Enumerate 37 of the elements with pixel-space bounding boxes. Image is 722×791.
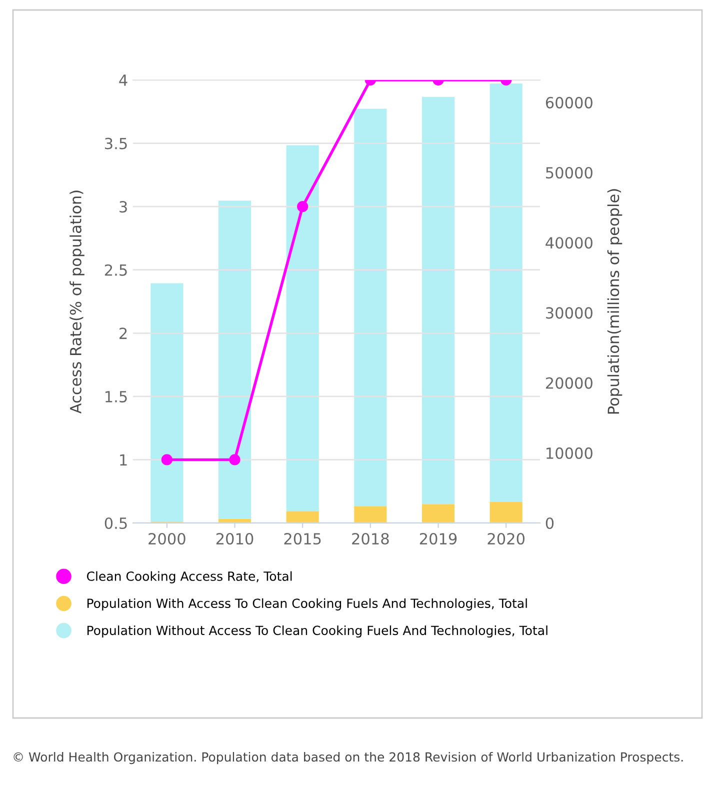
y2-axis-title: Population(millions of people)	[607, 189, 622, 414]
bar	[490, 502, 522, 523]
y-tick-label: 2	[120, 328, 127, 339]
bar	[150, 283, 184, 522]
y-axis-title: Access Rate(% of population)	[70, 190, 84, 414]
x-tick-label: 2018	[352, 532, 389, 545]
y2-tick-label: 50000	[546, 166, 592, 179]
bar	[422, 96, 455, 504]
text: © World Health Organization. Population data based on the 2018 Revision of World Urbanization Prospects.	[14, 752, 683, 764]
y2-tick-label: 60000	[546, 96, 592, 108]
x-tick-label: 2015	[284, 532, 321, 545]
bar	[218, 200, 252, 519]
y2-tick-label: 40000	[546, 237, 592, 249]
y2-tick-label: 10000	[546, 447, 592, 459]
y-tick-label: 3	[120, 201, 127, 213]
bar	[286, 511, 319, 523]
bar	[286, 145, 319, 512]
y-tick-label: 4	[119, 74, 128, 86]
bar	[354, 108, 387, 506]
x-tick-label: 2020	[488, 532, 525, 545]
y-tick-label: 3.5	[105, 138, 127, 150]
legend-label: Population With Access To Clean Cooking Fuels And Technologies, Total	[87, 598, 527, 610]
y-tick-label: 1	[120, 454, 127, 466]
x-tick-label: 2010	[216, 532, 254, 545]
x-tick-label: 2019	[420, 532, 457, 545]
y-tick-label: 1.5	[106, 391, 127, 402]
legend-label: Population Without Access To Clean Cooking Fuels And Technologies, Total	[87, 625, 548, 638]
bar	[490, 84, 522, 502]
bar	[422, 504, 455, 523]
y-tick-label: 2.5	[104, 264, 127, 276]
x-tick-label: 2000	[148, 532, 186, 545]
legend-label: Clean Cooking Access Rate, Total	[86, 571, 292, 584]
y2-tick-label: 0	[546, 517, 554, 530]
y2-tick-label: 30000	[546, 307, 592, 319]
y-tick-label: 0.5	[104, 517, 127, 530]
y2-tick-label: 20000	[546, 377, 592, 389]
bar	[354, 506, 387, 523]
